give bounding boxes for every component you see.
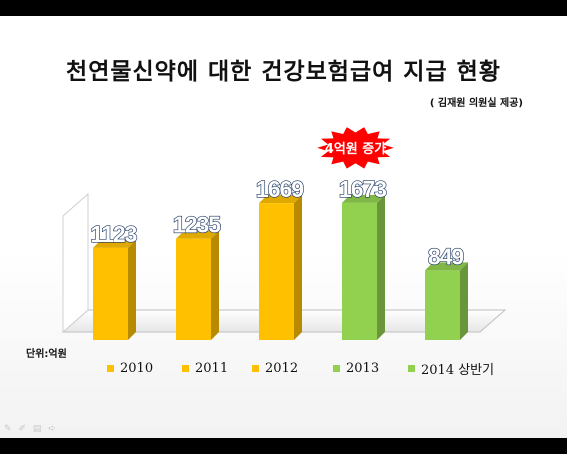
bar-2013: 1673: [338, 175, 388, 340]
menu-icon[interactable]: ▤: [32, 424, 44, 434]
legend-swatch: [182, 364, 189, 372]
bar-side: [294, 195, 302, 340]
legend-label: 2011: [195, 360, 229, 376]
legend: 2010 2011 2012 2013 2014 상반기: [0, 358, 567, 378]
bar-2011: 1235: [172, 211, 223, 340]
chart-subtitle: ( 김재원 의원실 제공): [429, 98, 523, 109]
bar-top: [425, 262, 468, 271]
legend-item: 2013: [333, 358, 379, 378]
bar-side: [460, 262, 468, 340]
chart-back-wall: [62, 192, 89, 334]
data-label: 1673: [339, 176, 386, 202]
legend-item: 2014 상반기: [408, 358, 494, 378]
bar-top: [342, 194, 385, 203]
bar-top: [176, 230, 219, 239]
bar-top: [259, 195, 302, 204]
legend-label: 2012: [265, 360, 299, 376]
legend-item: 2010: [107, 358, 153, 378]
legend-swatch: [333, 364, 340, 372]
bar-2012: 1669: [255, 175, 305, 340]
bar-front: [342, 202, 377, 340]
legend-swatch: [107, 364, 114, 372]
slide: 천연물신약에 대한 건강보험급여 지급 현황 ( 김재원 의원실 제공) 112…: [0, 16, 567, 438]
bar-side: [128, 239, 136, 340]
arrow-icon[interactable]: ➪: [48, 424, 58, 434]
bar-2014 상반기: 849: [425, 243, 468, 340]
data-label: 1669: [256, 176, 303, 202]
legend-item: 2011: [182, 358, 228, 378]
unit-label: 단위:억원: [26, 349, 67, 360]
legend-label: 2014 상반기: [421, 362, 495, 378]
legend-swatch: [408, 364, 415, 372]
bar-2010: 1123: [90, 220, 138, 340]
bar-side: [377, 194, 385, 340]
legend-swatch: [252, 364, 259, 372]
annotation-starburst: 4억원 증가: [313, 125, 398, 171]
edit-icon[interactable]: ✐: [18, 424, 28, 434]
bar-chart: 1123 1235 1669 1673 849 4억원 증가: [61, 125, 507, 340]
legend-label: 2013: [346, 360, 380, 376]
bar-front: [176, 238, 211, 340]
pen-icon[interactable]: ✎: [4, 424, 14, 434]
data-label: 849: [428, 243, 464, 269]
annotation-label: 4억원 증가: [325, 142, 386, 157]
data-label: 1235: [173, 212, 221, 238]
legend-item: 2012: [252, 358, 298, 378]
bar-front: [425, 270, 460, 340]
bar-side: [211, 230, 219, 340]
slideshow-toolbar[interactable]: ✎ ✐ ▤ ➪: [4, 424, 58, 434]
data-label: 1123: [91, 221, 137, 247]
bar-front: [93, 247, 128, 340]
bar-front: [259, 203, 294, 340]
legend-label: 2010: [120, 360, 154, 376]
chart-title: 천연물신약에 대한 건강보험급여 지급 현황: [66, 59, 501, 85]
bar-top: [93, 239, 136, 248]
